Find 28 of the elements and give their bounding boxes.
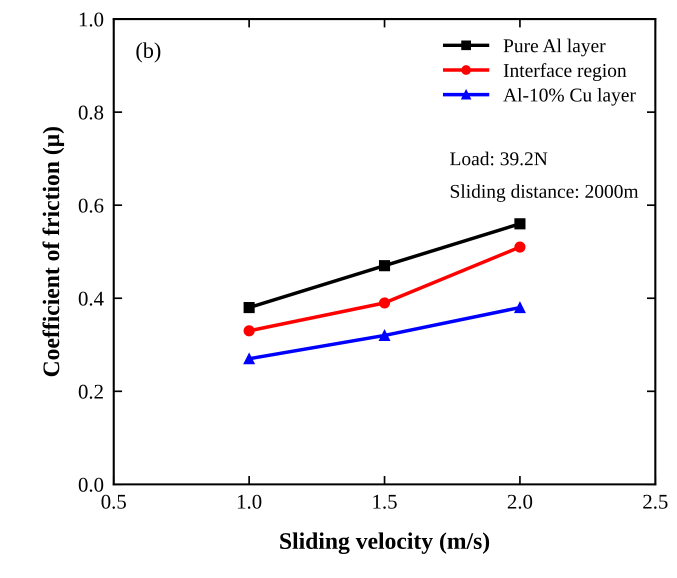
point	[514, 218, 526, 230]
y-axis-title: Coefficient of friction (μ)	[42, 127, 64, 376]
legend-label: Al-10% Cu layer	[503, 88, 636, 106]
x-tick-label: 2.0	[508, 494, 532, 509]
point	[514, 242, 526, 253]
x-tick-label: 2.5	[643, 494, 668, 509]
annotation: (b)	[136, 42, 160, 62]
legend-label: Interface region	[504, 63, 626, 82]
annotation: Sliding distance: 2000m	[450, 184, 638, 202]
y-tick-label: 0.6	[78, 198, 104, 213]
y-tick-label: 1.0	[80, 12, 104, 27]
y-tick-label: 0.8	[78, 106, 104, 120]
point	[378, 330, 390, 342]
point	[514, 302, 526, 314]
y-tick-label: 0.0	[78, 478, 104, 492]
x-tick-label: 1.0	[238, 494, 262, 509]
x-tick-label: 0.5	[102, 494, 126, 509]
point	[244, 302, 255, 314]
x-axis-title: Sliding velocity (m/s)	[280, 532, 490, 554]
legend-label: Pure Al layer	[504, 38, 606, 56]
y-tick-label: 0.2	[78, 384, 103, 399]
annotation: Load: 39.2N	[450, 152, 548, 166]
y-tick-label: 0.4	[78, 292, 104, 306]
point	[244, 325, 255, 336]
point	[378, 297, 390, 308]
point	[378, 260, 390, 272]
x-tick-label: 1.5	[373, 494, 397, 509]
point	[244, 353, 255, 364]
